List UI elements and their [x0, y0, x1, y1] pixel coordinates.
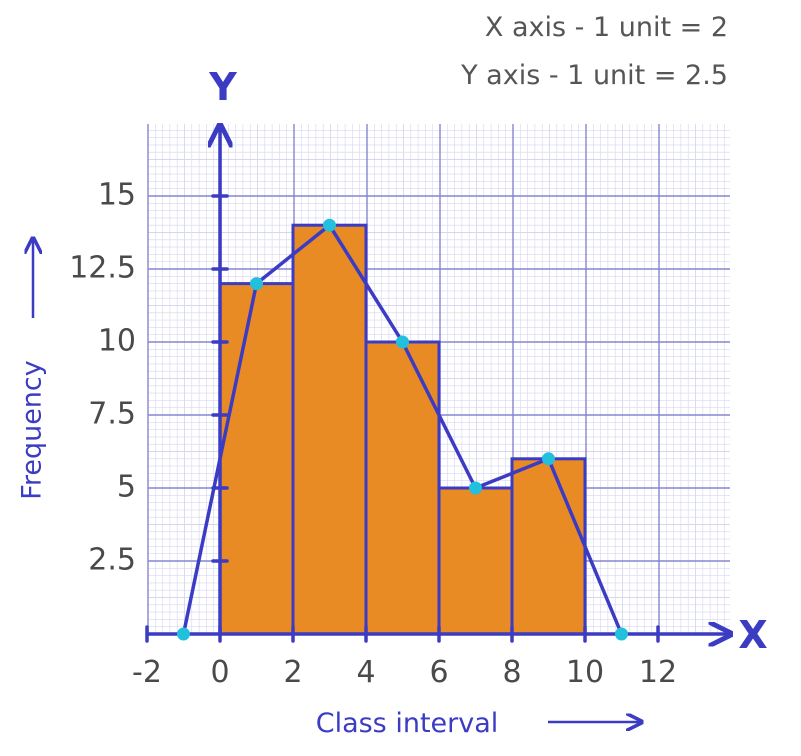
y-axis-title-text: Frequency [17, 360, 48, 500]
y-tick-label: 10 [98, 324, 136, 359]
x-scale-note: X axis - 1 unit = 2 [485, 12, 728, 43]
frequency-polygon-point [177, 627, 190, 641]
y-tick-label: 7.5 [88, 397, 136, 432]
x-tick-label: 0 [210, 655, 229, 690]
x-tick-label: 8 [502, 655, 521, 690]
x-tick-label: 12 [639, 655, 677, 690]
frequency-polygon-point [469, 481, 482, 495]
frequency-polygon-point [396, 335, 409, 349]
x-tick-label: 10 [566, 655, 604, 690]
x-tick-label: 6 [429, 655, 448, 690]
tick-labels: -2 0 2 4 6 8 10 12 2.5 5 7.5 10 12.5 15 [69, 178, 677, 691]
x-axis-title: Class interval [316, 708, 499, 739]
x-axis-letter: X [738, 613, 767, 657]
frequency-polygon-point [323, 218, 336, 232]
x-tick-label: 2 [283, 655, 302, 690]
frequency-polygon-point [615, 627, 628, 641]
histogram-bar [218, 282, 295, 636]
frequency-polygon-point [542, 452, 555, 466]
frequency-polygon [177, 218, 628, 641]
y-tick-label: 2.5 [88, 543, 136, 578]
histogram-bar [437, 486, 514, 636]
y-scale-note: Y axis - 1 unit = 2.5 [460, 60, 728, 91]
y-tick-label: 12.5 [69, 251, 136, 286]
frequency-polygon-point [250, 277, 263, 291]
y-axis-letter: Y [208, 65, 237, 109]
histogram-bar [510, 457, 587, 636]
axes [145, 128, 728, 641]
x-tick-label: -2 [132, 655, 162, 690]
y-tick-label: 15 [98, 178, 136, 213]
x-tick-label: 4 [356, 655, 375, 690]
y-tick-label: 5 [117, 470, 136, 505]
histogram-bar [291, 223, 368, 636]
y-axis-title: Frequency [17, 360, 48, 500]
histogram-bar [364, 340, 441, 636]
